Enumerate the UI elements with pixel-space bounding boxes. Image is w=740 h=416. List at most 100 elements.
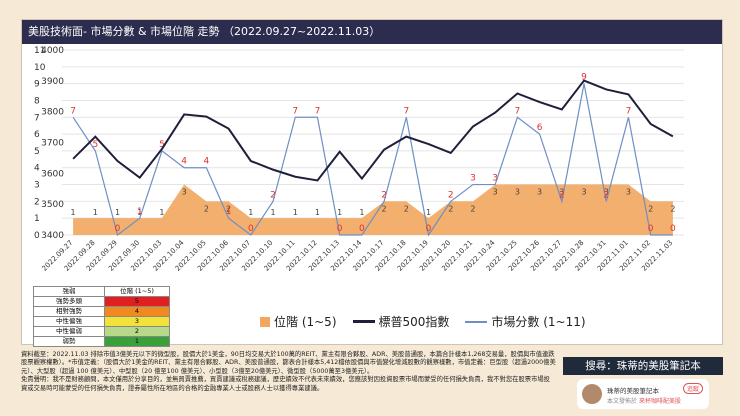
score-value-label: 5 [159, 140, 165, 150]
score-value-label: 7 [70, 106, 76, 116]
search-banner: 搜尋：珠蒂的美股筆記本 [563, 357, 723, 375]
level-value-label: 2 [470, 204, 475, 213]
score-value-label: 0 [115, 224, 121, 234]
level-area [73, 184, 673, 235]
legend-sp500-line [352, 320, 375, 323]
level-value-label: 1 [337, 208, 342, 217]
legend-area-label: 位階 (1~5) [274, 315, 337, 329]
disclaimer-note: 免責聲明：我不是財務顧問，本文僅用於分享目的，並無買賣推薦，買賣建議或稅務建議，… [21, 376, 550, 392]
left-tick-label: 6 [34, 130, 40, 140]
level-value-label: 3 [604, 188, 609, 197]
score-value-label: 7 [403, 106, 409, 116]
level-label-3: 中性偏強 [33, 316, 105, 327]
level-value-label: 2 [226, 204, 231, 213]
left-tick-label: 2 [34, 197, 40, 207]
level-table-header-strength: 強弱 [33, 286, 105, 297]
sp500-line [72, 79, 674, 182]
level-value-label: 1 [315, 208, 320, 217]
follow-button[interactable]: 追蹤 [682, 383, 703, 394]
left-tick-label: 10 [34, 63, 46, 73]
legend-area-swatch [260, 316, 270, 327]
score-line [72, 83, 673, 237]
footnotes: 資料截至：2022.11.03 排除市值3億美元以下的微型股，股價大於1美金，9… [21, 351, 556, 393]
level-value-label: 3 [537, 188, 542, 197]
left-tick-label: 11 [34, 46, 45, 56]
score-value-label: 3 [470, 174, 476, 184]
level-label-4: 相對強勢 [33, 306, 105, 317]
legend-score-label: 市場分數 (1~11) [491, 315, 586, 329]
level-value-label: 2 [648, 204, 653, 213]
score-value-label: 7 [626, 106, 632, 116]
level-value-label: 1 [270, 208, 275, 217]
source-note: 資料截至：2022.11.03 排除市值3億美元以下的微型股，股價大於1美金，9… [21, 351, 556, 375]
left-tick-label: 3 [34, 181, 40, 191]
level-value-label: 2 [448, 204, 453, 213]
right-tick-label: 3400 [41, 231, 64, 241]
author-card[interactable]: 珠蒂的美股筆記本 追蹤 本文發佈於 來杯咖啡配美股 [577, 379, 709, 409]
score-value-label: 0 [670, 224, 676, 234]
score-value-label: 6 [537, 123, 543, 133]
score-value-label: 2 [559, 190, 565, 200]
level-value-label: 2 [204, 204, 209, 213]
right-tick-label: 3900 [41, 77, 64, 87]
level-value-label: 1 [159, 208, 164, 217]
score-value-label: 5 [92, 140, 98, 150]
author-subline: 本文發佈於 來杯咖啡配美股 [607, 396, 681, 405]
level-value-1: 1 [104, 336, 170, 347]
level-value-label: 3 [626, 188, 631, 197]
level-value-5: 5 [104, 296, 170, 307]
level-value-label: 1 [359, 208, 364, 217]
right-tick-label: 3500 [41, 200, 64, 210]
score-value-label: 1 [226, 207, 232, 217]
score-value-label: 7 [315, 106, 321, 116]
level-value-label: 1 [248, 208, 253, 217]
combo-chart: 0123456789101134003500360037003800390040… [34, 46, 684, 273]
level-label-1: 弱勢 [33, 336, 105, 347]
score-value-label: 0 [648, 224, 654, 234]
author-name: 珠蒂的美股筆記本 [607, 387, 659, 395]
score-value-label: 7 [292, 106, 298, 116]
level-table: 強弱 位階 (1~5) 強勢多頭 5 相對強勢 4 中性偏強 3 中性偏弱 2 … [33, 286, 170, 347]
level-value-label: 3 [559, 188, 564, 197]
level-value-label: 1 [115, 208, 120, 217]
left-tick-label: 1 [34, 214, 40, 224]
left-tick-label: 7 [34, 113, 40, 123]
score-value-label: 9 [581, 73, 587, 83]
left-tick-label: 8 [34, 96, 40, 106]
level-value-2: 2 [104, 326, 170, 337]
level-value-3: 3 [104, 316, 170, 327]
level-value-4: 4 [104, 306, 170, 317]
level-value-label: 2 [404, 204, 409, 213]
score-value-label: 2 [381, 190, 387, 200]
level-value-label: 3 [182, 188, 187, 197]
left-tick-label: 0 [34, 231, 40, 241]
score-value-label: 2 [448, 190, 454, 200]
chart-title: 美股技術面- 市場分數 & 市場位階 走勢 （2022.09.27~2022.1… [22, 20, 722, 44]
score-value-label: 0 [359, 224, 365, 234]
avatar [582, 384, 602, 404]
level-value-label: 2 [382, 204, 387, 213]
level-value-label: 1 [426, 208, 431, 217]
score-value-label: 4 [181, 157, 187, 167]
level-label-2: 中性偏弱 [33, 326, 105, 337]
level-value-label: 1 [93, 208, 98, 217]
chart-panel: 美股技術面- 市場分數 & 市場位階 走勢 （2022.09.27~2022.1… [21, 19, 723, 347]
right-tick-label: 3600 [41, 169, 64, 179]
score-value-label: 2 [270, 190, 276, 200]
level-value-label: 3 [515, 188, 520, 197]
right-tick-label: 3800 [41, 108, 64, 118]
score-value-label: 7 [515, 106, 521, 116]
left-tick-label: 4 [34, 164, 40, 174]
right-tick-label: 3700 [41, 139, 64, 149]
legend-score-line [465, 320, 488, 323]
right-tick-label: 4000 [41, 46, 64, 56]
level-table-header-level: 位階 (1~5) [104, 286, 170, 297]
left-tick-label: 9 [34, 80, 40, 90]
author-sub-link[interactable]: 來杯咖啡配美股 [638, 398, 681, 405]
legend-sp500-label: 標普500指數 [378, 315, 450, 329]
left-tick-label: 5 [34, 147, 40, 157]
score-value-label: 2 [603, 190, 609, 200]
score-value-label: 0 [248, 224, 254, 234]
level-value-label: 3 [493, 188, 498, 197]
level-value-label: 2 [670, 204, 675, 213]
